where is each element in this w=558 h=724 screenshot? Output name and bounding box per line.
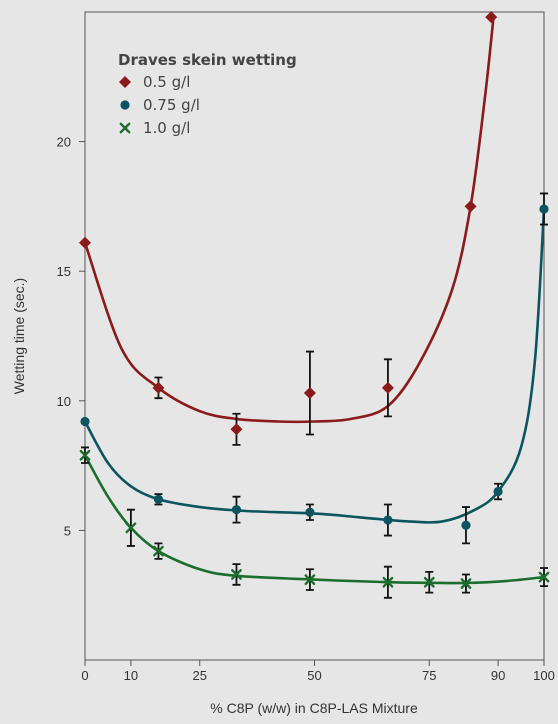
legend-marker-0-5-g-l (119, 76, 131, 88)
y-tick-label: 20 (57, 135, 71, 150)
x-tick-label: 75 (422, 668, 436, 683)
data-point-0-75-g-l-0 (80, 416, 90, 427)
x-tick-label: 100 (533, 668, 555, 683)
data-point-1-0-g-l-8 (538, 571, 550, 583)
legend-items: 0.5 g/l 0.75 g/l 1.0 g/l (119, 73, 200, 137)
data-point-0-5-g-l-6 (485, 11, 498, 24)
data-point-1-0-g-l-4 (304, 574, 316, 586)
data-point-0-5-g-l-3 (303, 387, 316, 400)
legend-label-0-5-g-l: 0.5 g/l (143, 73, 190, 91)
data-point-1-0-g-l-5 (382, 576, 394, 588)
data-point-0-75-g-l-1 (153, 494, 164, 504)
y-tick-label: 15 (57, 264, 71, 279)
data-point-0-75-g-l-5 (461, 520, 471, 530)
legend: Draves skein wetting 0.5 g/l 0.75 g/l 1.0 … (118, 51, 297, 137)
x-tick-label: 50 (307, 668, 321, 683)
data-point-1-0-g-l-2 (153, 545, 164, 557)
x-tick-label: 90 (491, 668, 505, 683)
data-point-0-5-g-l-1 (152, 381, 165, 394)
data-point-0-75-g-l-7 (539, 204, 549, 214)
data-markers (79, 11, 550, 589)
x-tick-label: 25 (193, 668, 207, 683)
y-tick-label: 5 (64, 523, 71, 538)
data-point-1-0-g-l-3 (231, 569, 242, 580)
data-point-0-75-g-l-2 (231, 505, 242, 515)
fit-curve-0-75-g-l (83, 207, 546, 524)
data-point-0-5-g-l-2 (230, 423, 243, 436)
data-point-0-5-g-l-4 (381, 381, 394, 394)
data-point-0-75-g-l-6 (493, 486, 503, 497)
legend-marker-1-0-g-l (119, 122, 131, 134)
y-tick-label: 10 (57, 394, 71, 409)
data-point-0-75-g-l-4 (383, 515, 393, 525)
legend-title: Draves skein wetting (118, 51, 297, 69)
data-point-1-0-g-l-6 (423, 576, 435, 588)
data-point-1-0-g-l-0 (79, 449, 91, 461)
data-point-1-0-g-l-1 (125, 522, 137, 534)
x-tick-label: 10 (124, 668, 138, 683)
data-point-1-0-g-l-7 (460, 578, 472, 589)
data-point-0-5-g-l-0 (79, 236, 91, 249)
legend-label-0-75-g-l: 0.75 g/l (143, 96, 200, 114)
x-axis-title: % C8P (w/w) in C8P-LAS Mixture (210, 700, 418, 716)
data-point-0-5-g-l-5 (464, 200, 477, 213)
y-axis-title: Wetting time (sec.) (11, 278, 27, 394)
axis-ticks: 0 10 25 50 75 90 100 5 10 15 20 (57, 135, 555, 683)
x-tick-label: 0 (81, 668, 88, 683)
legend-label-1-0-g-l: 1.0 g/l (143, 119, 190, 137)
data-point-0-75-g-l-3 (305, 507, 315, 517)
legend-marker-0-75-g-l (120, 100, 130, 110)
